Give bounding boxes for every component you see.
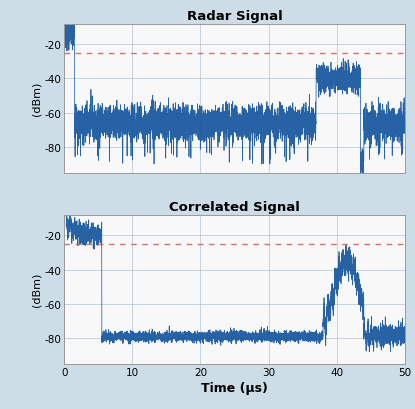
Y-axis label: (dBm): (dBm): [32, 82, 42, 116]
Title: Correlated Signal: Correlated Signal: [169, 201, 300, 214]
Y-axis label: (dBm): (dBm): [32, 272, 42, 307]
Title: Radar Signal: Radar Signal: [187, 10, 282, 23]
X-axis label: Time (μs): Time (μs): [201, 381, 268, 394]
